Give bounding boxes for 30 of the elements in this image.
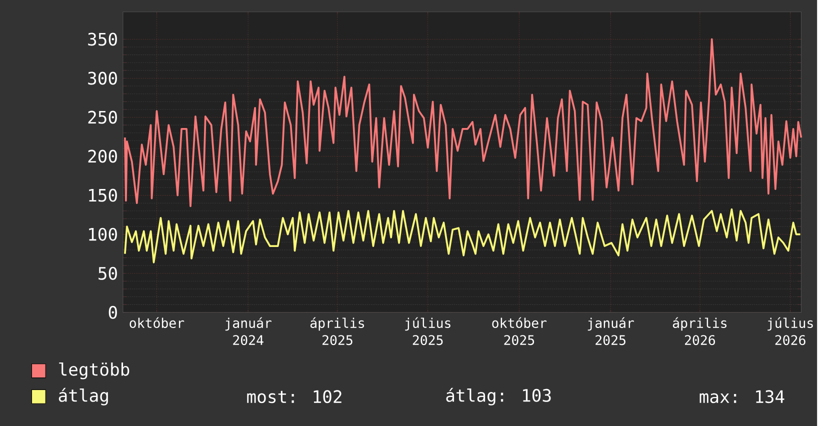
y-tick-label: 100	[89, 228, 117, 241]
x-tick-label: április	[310, 317, 364, 330]
y-tick-label: 150	[89, 188, 117, 202]
text: átlag: 103	[446, 388, 551, 406]
legend-label: átlag	[58, 388, 108, 406]
line-series	[124, 208, 802, 264]
y-tick-label: 350	[88, 32, 117, 46]
y-tick-label: 0	[108, 306, 117, 319]
text: 2026	[775, 334, 806, 345]
text: 2025	[412, 334, 443, 345]
y-tick-label: 250	[88, 110, 117, 124]
x-tick-label: január	[588, 317, 634, 330]
line-series	[124, 38, 802, 207]
text: max: 134	[700, 390, 784, 403]
y-tick-label: 300	[88, 72, 117, 85]
text: 2024	[233, 334, 264, 345]
x-tick-label: január	[225, 317, 272, 330]
text: 2025	[596, 334, 626, 345]
x-tick-label: október	[492, 317, 547, 328]
text: 2026	[684, 334, 715, 345]
x-tick-label: április	[672, 317, 726, 330]
x-tick-label: július	[405, 317, 450, 330]
text: 2025	[504, 334, 534, 345]
y-tick-label: 200	[88, 150, 117, 163]
text: 2025	[322, 334, 352, 345]
text: most: 102	[247, 390, 342, 403]
legend-label: legtöbb	[59, 362, 130, 380]
y-tick-label: 50	[98, 266, 117, 280]
x-tick-label: július	[768, 317, 813, 330]
x-tick-label: október	[130, 317, 184, 328]
